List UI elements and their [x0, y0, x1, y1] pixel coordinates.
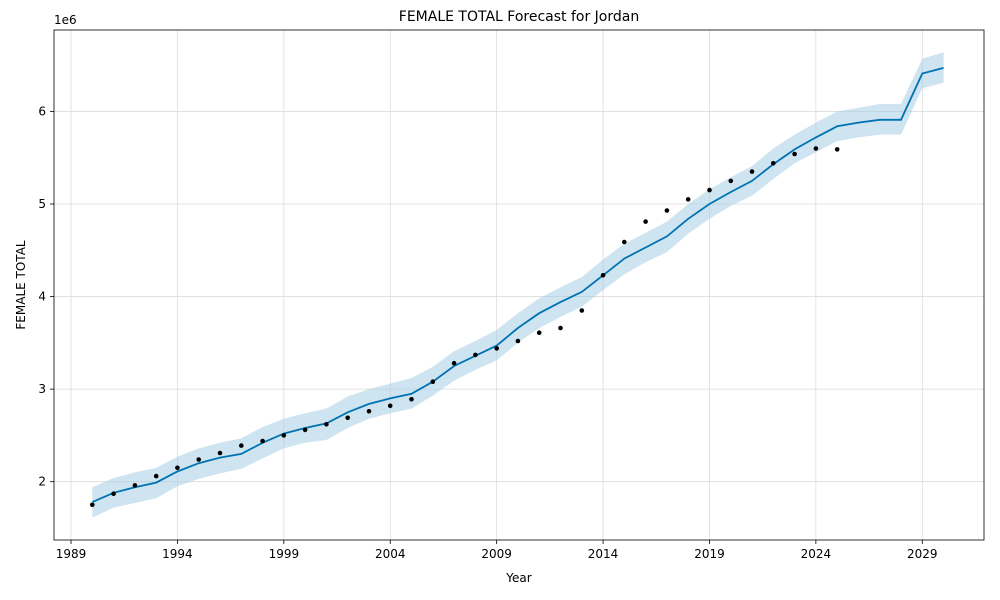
observed-point: [771, 161, 776, 166]
forecast-line: [91, 67, 944, 503]
observed-point: [749, 169, 755, 174]
forecast-line-group: [91, 67, 944, 503]
observed-point: [366, 409, 372, 414]
y-scale-label: 1e6: [54, 13, 77, 27]
observed-point: [111, 491, 116, 497]
observed-point: [196, 457, 201, 462]
y-tick-label: 5: [38, 197, 46, 211]
x-tick-label: 2004: [375, 547, 406, 561]
observed-point: [90, 502, 95, 508]
observed-point: [302, 427, 308, 433]
observed-point: [409, 397, 414, 402]
observed-point: [622, 239, 627, 245]
observed-point: [707, 187, 712, 193]
observed-point: [473, 352, 478, 358]
observed-point: [728, 178, 734, 184]
x-tick-label: 2009: [481, 547, 512, 561]
x-tick-label: 1989: [56, 547, 87, 561]
observed-point: [132, 483, 138, 488]
observed-point: [260, 438, 265, 444]
observed-points-group: [90, 146, 840, 508]
observed-point: [834, 147, 840, 152]
observed-point: [175, 465, 180, 471]
observed-point: [451, 360, 457, 366]
observed-point: [345, 415, 351, 421]
observed-point: [430, 379, 436, 385]
x-tick-label: 2014: [588, 547, 619, 561]
x-tick-label: 2019: [694, 547, 725, 561]
observed-point: [324, 422, 329, 427]
observed-point: [239, 443, 244, 448]
y-axis-title: FEMALE TOTAL: [14, 240, 28, 330]
observed-point: [685, 197, 691, 202]
y-tick-label: 2: [38, 475, 46, 489]
observed-point: [813, 146, 819, 151]
observed-point: [536, 330, 542, 336]
chart-title: FEMALE TOTAL Forecast for Jordan: [399, 9, 639, 25]
y-tick-label: 6: [38, 104, 46, 118]
observed-point: [153, 473, 159, 479]
observed-point: [281, 433, 287, 438]
observed-point: [600, 273, 606, 278]
observed-point: [792, 151, 797, 157]
x-axis-title: Year: [505, 571, 531, 585]
axis-ticks: 1989 1994 1999 2004 2009 2014 2019 2024 2029 2 3 4 5…: [38, 104, 937, 561]
x-tick-label: 2024: [801, 547, 832, 561]
x-tick-label: 1994: [162, 547, 193, 561]
observed-point: [643, 219, 648, 224]
x-tick-label: 1999: [269, 547, 300, 561]
observed-point: [494, 346, 500, 351]
plot-frame: [53, 29, 985, 541]
observed-point: [664, 208, 670, 213]
observed-point: [579, 308, 585, 313]
x-tick-label: 2029: [907, 547, 938, 561]
observed-point: [558, 325, 563, 331]
observed-point: [217, 450, 223, 456]
y-tick-label: 3: [38, 382, 46, 396]
y-tick-label: 4: [38, 290, 46, 304]
observed-point: [387, 403, 393, 409]
observed-point: [515, 338, 521, 344]
